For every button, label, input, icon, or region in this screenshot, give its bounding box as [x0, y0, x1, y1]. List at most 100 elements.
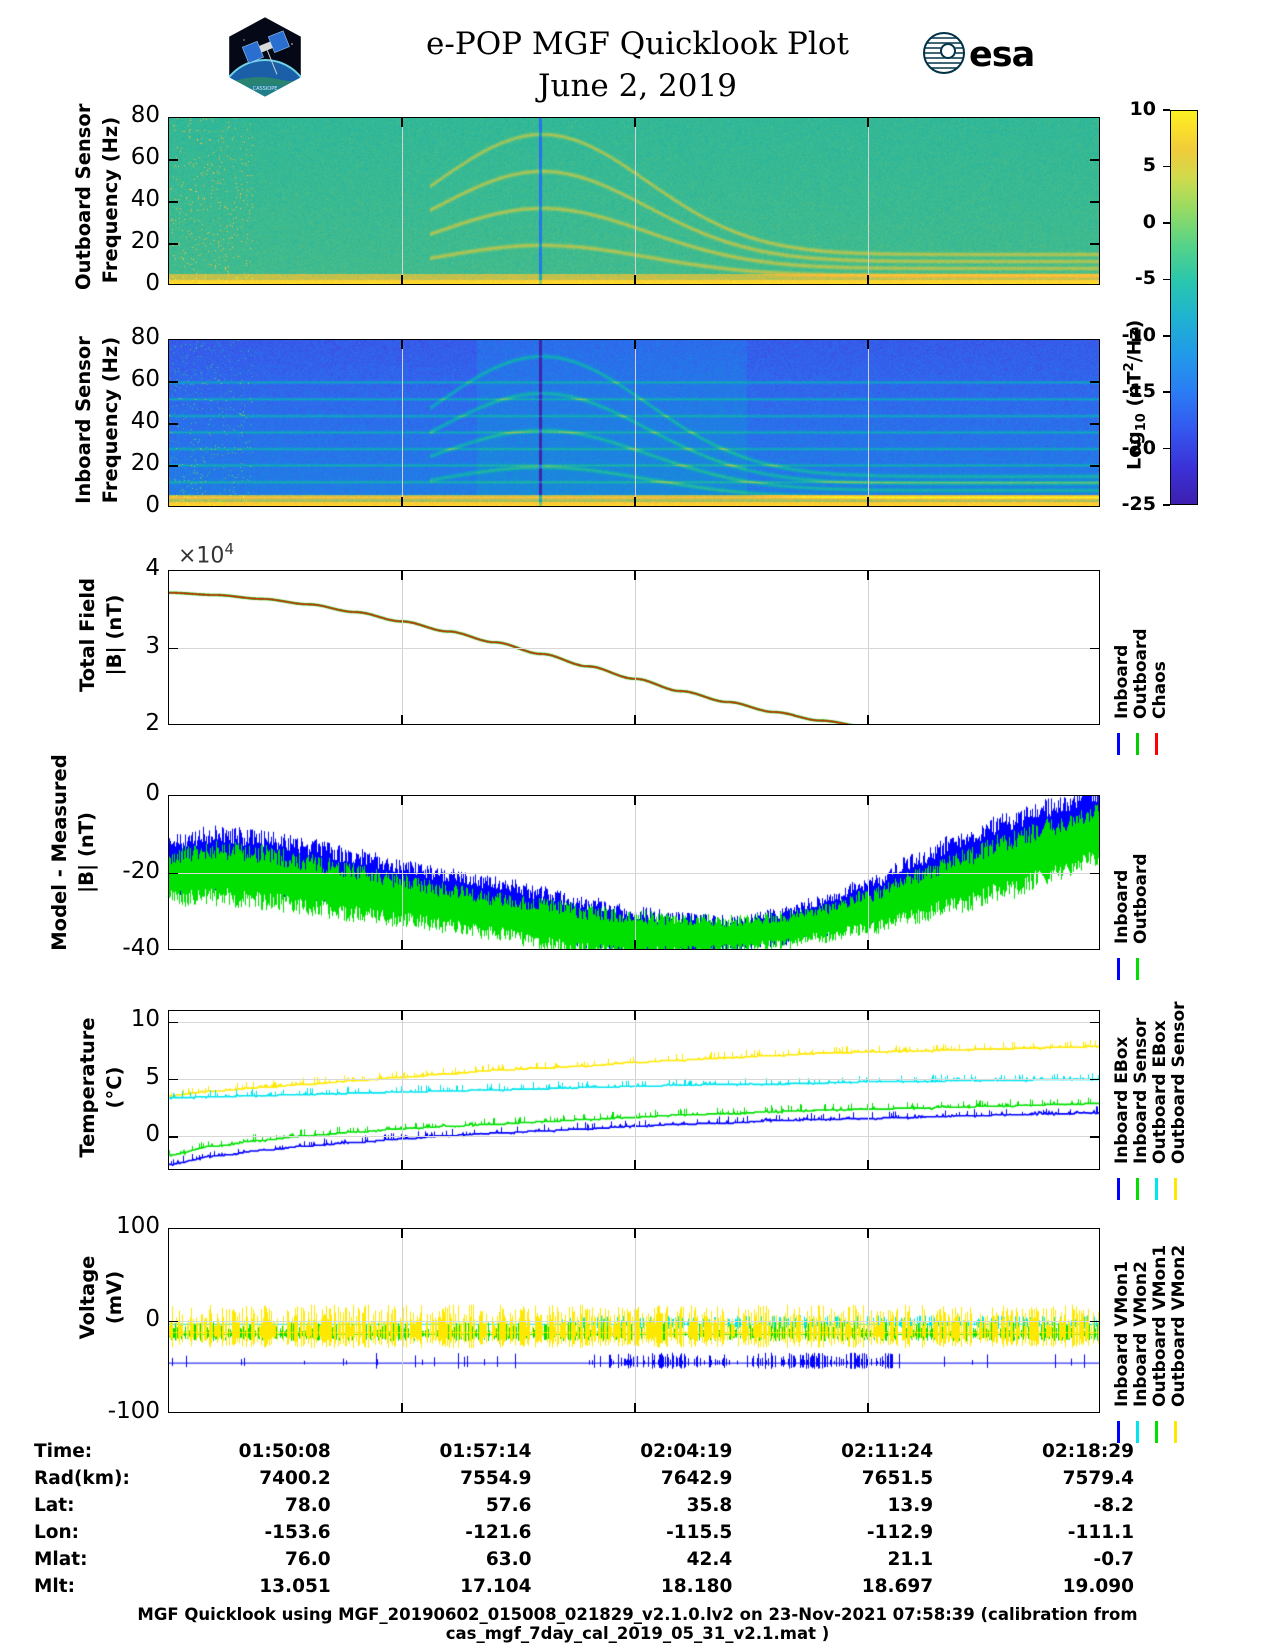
y-tick: [1090, 647, 1099, 650]
x-tick: [634, 940, 636, 949]
x-tick: [634, 1011, 636, 1020]
inboard-spectrogram-panel: [168, 339, 1100, 507]
table-cell: 02:18:29: [1041, 1441, 1134, 1462]
gridline-vertical: [401, 1229, 403, 1412]
esa-logo-text: esa: [969, 35, 1034, 75]
gridline-vertical: [867, 571, 869, 724]
table-cell: -112.9: [866, 1522, 934, 1543]
legend-label: Outboard EBox: [1150, 1020, 1170, 1164]
y-tick: [169, 1021, 178, 1024]
gridline-horizontal: [169, 1079, 1099, 1081]
table-cell: 18.180: [660, 1576, 733, 1597]
colorbar-tick: [1163, 278, 1170, 281]
legend-label: Inboard EBox: [1112, 1036, 1132, 1164]
y-tick: [1090, 1135, 1099, 1138]
table-cell: 7579.4: [1062, 1468, 1134, 1489]
y-tick-label: 0: [145, 780, 160, 806]
table-cell: 7554.9: [460, 1468, 532, 1489]
y-tick-label: 0: [145, 270, 160, 296]
table-row: Mlat: 76.0 63.0 42.4 21.1 -0.7: [34, 1546, 1134, 1573]
colorbar-tick: [1163, 504, 1170, 506]
title-line-2: June 2, 2019: [538, 67, 737, 104]
colorbar-tick-label: -5: [1134, 267, 1156, 290]
total-field-exponent: ×104: [178, 540, 234, 569]
colorbar-tick-label: -20: [1121, 436, 1156, 459]
y-tick: [1090, 201, 1099, 203]
gridline-vertical: [401, 796, 403, 949]
gridline-vertical: [867, 118, 869, 284]
colorbar-tick: [1163, 335, 1170, 337]
x-tick: [867, 340, 869, 349]
y-tick-label: -20: [122, 857, 160, 884]
x-tick: [867, 118, 869, 127]
y-tick: [1090, 243, 1099, 245]
y-tick-label: 0: [145, 492, 160, 518]
y-tick-label: 3: [145, 632, 160, 659]
temperature-plot: [169, 1011, 1099, 1169]
gridline-vertical: [401, 1011, 403, 1169]
colorbar-tick: [1163, 222, 1170, 224]
y-tick-label: 80: [130, 102, 160, 128]
gridline-vertical: [634, 571, 636, 724]
colorbar-tick-label: -15: [1121, 380, 1156, 403]
gridline-vertical: [401, 118, 403, 284]
x-tick: [867, 1011, 869, 1020]
x-tick: [634, 275, 636, 284]
y-tick: [169, 243, 178, 245]
table-cell: 18.697: [861, 1576, 934, 1597]
gridline-horizontal: [169, 1321, 1099, 1322]
x-tick: [634, 497, 636, 506]
table-row-label: Mlat:: [34, 1549, 88, 1570]
mission-logo: CASSIOPE: [222, 14, 308, 100]
x-tick: [401, 118, 403, 127]
x-tick: [867, 715, 869, 724]
gridline-vertical: [634, 118, 636, 284]
x-tick: [401, 1160, 403, 1169]
gridline-vertical: [867, 1229, 869, 1412]
y-tick-label: -100: [107, 1398, 160, 1424]
y-tick: [169, 647, 178, 650]
page-title: e-POP MGF Quicklook Plot June 2, 2019: [0, 24, 1275, 108]
inboard-spectrogram-image: [169, 340, 1099, 506]
model-minus-measured-plot: [169, 796, 1099, 949]
legend-swatch: [1136, 958, 1139, 980]
y-tick-label: 4: [145, 555, 160, 581]
y-tick-label: 20: [130, 450, 160, 476]
temperature-panel: [168, 1010, 1100, 1170]
table-cell: 76.0: [285, 1549, 331, 1570]
table-cell: -121.6: [465, 1522, 532, 1543]
y-tick: [1090, 1021, 1099, 1024]
x-tick: [867, 275, 869, 284]
model-minus-measured-ylabel-2: |B| (nT): [75, 812, 98, 893]
table-cell: -115.5: [666, 1522, 733, 1543]
legend-label: Outboard: [1131, 628, 1151, 719]
y-tick: [169, 465, 178, 467]
colorbar-tick: [1163, 109, 1170, 111]
legend-label: Outboard VMon2: [1169, 1244, 1189, 1407]
y-tick-label: 60: [130, 366, 160, 392]
x-tick: [634, 1403, 636, 1412]
legend-swatch: [1117, 958, 1120, 980]
table-cell: 63.0: [485, 1549, 532, 1570]
table-cell: -0.7: [1093, 1549, 1134, 1570]
colorbar-tick-label: 5: [1142, 154, 1156, 177]
table-row: Lat: 78.0 57.6 35.8 13.9 -8.2: [34, 1492, 1134, 1519]
table-row-label: Lon:: [34, 1522, 80, 1543]
table-row-label: Lat:: [34, 1495, 75, 1516]
legend-label: Inboard VMon2: [1131, 1261, 1151, 1407]
table-cell: 78.0: [285, 1495, 331, 1516]
y-tick-label: 0: [145, 1305, 160, 1332]
gridline-vertical: [634, 1011, 636, 1169]
x-tick: [401, 940, 403, 949]
x-tick: [867, 497, 869, 506]
x-tick: [401, 275, 403, 284]
colorbar-tick-label: 0: [1142, 210, 1156, 233]
x-tick: [401, 497, 403, 506]
esa-logo: esa: [922, 30, 1042, 75]
table-cell: 7642.9: [660, 1468, 733, 1489]
table-cell: 02:04:19: [640, 1441, 733, 1462]
legend-swatch: [1136, 1178, 1139, 1200]
y-tick: [169, 872, 178, 875]
y-tick: [169, 1320, 178, 1323]
legend-swatch: [1155, 1178, 1158, 1200]
